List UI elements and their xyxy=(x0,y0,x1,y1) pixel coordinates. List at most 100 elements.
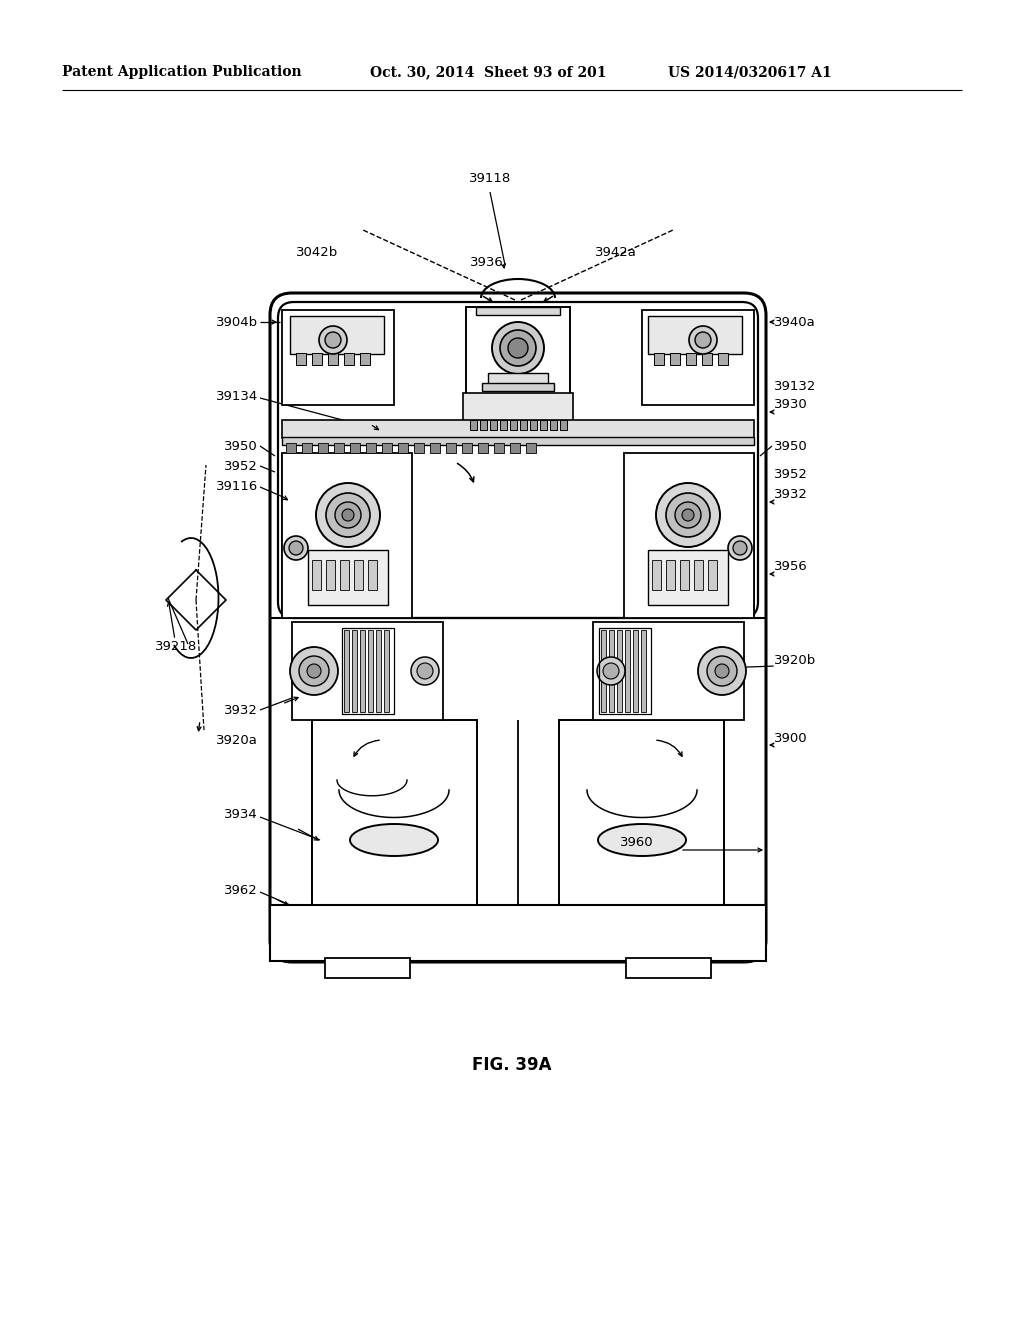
Circle shape xyxy=(307,664,321,678)
Bar xyxy=(302,444,312,453)
Circle shape xyxy=(689,326,717,354)
Text: 3942a: 3942a xyxy=(595,247,637,260)
Circle shape xyxy=(597,657,625,685)
Circle shape xyxy=(335,502,361,528)
Bar xyxy=(350,444,360,453)
Circle shape xyxy=(326,492,370,537)
Bar xyxy=(376,630,381,711)
Bar xyxy=(296,352,306,366)
Circle shape xyxy=(492,322,544,374)
Bar xyxy=(473,430,563,444)
Bar xyxy=(430,444,440,453)
Bar xyxy=(625,630,630,711)
Text: 39118: 39118 xyxy=(469,172,511,185)
Bar xyxy=(476,308,560,315)
Circle shape xyxy=(698,647,746,696)
FancyBboxPatch shape xyxy=(270,293,766,962)
Bar xyxy=(352,630,357,711)
Text: 3932: 3932 xyxy=(774,488,808,502)
Bar xyxy=(282,453,412,618)
Bar xyxy=(686,352,696,366)
Text: 3042b: 3042b xyxy=(296,247,338,260)
Bar xyxy=(601,630,606,711)
Circle shape xyxy=(715,664,729,678)
Bar xyxy=(530,420,537,430)
Bar xyxy=(463,393,573,421)
Circle shape xyxy=(417,663,433,678)
Text: 3960: 3960 xyxy=(620,837,653,850)
Bar xyxy=(510,420,517,430)
Bar xyxy=(328,352,338,366)
Ellipse shape xyxy=(350,824,438,855)
Circle shape xyxy=(411,657,439,685)
Bar xyxy=(652,560,662,590)
Circle shape xyxy=(675,502,701,528)
Text: 3950: 3950 xyxy=(224,440,258,453)
Bar xyxy=(382,444,392,453)
Circle shape xyxy=(707,656,737,686)
Bar xyxy=(342,628,394,714)
Bar xyxy=(462,444,472,453)
Text: 3932: 3932 xyxy=(224,704,258,717)
Text: 3900: 3900 xyxy=(774,731,808,744)
Text: 3952: 3952 xyxy=(224,459,258,473)
Circle shape xyxy=(656,483,720,546)
Text: 39116: 39116 xyxy=(216,480,258,494)
Bar xyxy=(312,352,322,366)
Circle shape xyxy=(342,510,354,521)
Bar xyxy=(270,906,766,961)
Bar xyxy=(368,630,373,711)
Bar xyxy=(282,420,754,438)
Circle shape xyxy=(289,541,303,554)
Circle shape xyxy=(316,483,380,546)
Circle shape xyxy=(508,338,528,358)
Bar xyxy=(624,453,754,618)
Bar xyxy=(642,310,754,405)
Bar xyxy=(292,622,443,719)
Bar xyxy=(360,630,365,711)
Bar xyxy=(482,383,554,391)
Text: 39132: 39132 xyxy=(774,380,816,392)
Bar xyxy=(312,719,477,958)
Bar xyxy=(384,630,389,711)
Bar xyxy=(734,455,754,615)
Bar xyxy=(478,444,488,453)
Bar xyxy=(282,310,394,405)
Bar xyxy=(641,630,646,711)
Bar xyxy=(666,560,675,590)
Bar xyxy=(326,560,335,590)
Bar xyxy=(520,420,527,430)
Text: 3940a: 3940a xyxy=(774,315,816,329)
Circle shape xyxy=(682,510,694,521)
Text: 3936: 3936 xyxy=(470,256,504,268)
Text: 3920a: 3920a xyxy=(216,734,258,747)
Bar xyxy=(282,437,754,445)
Bar xyxy=(654,352,664,366)
Text: 3952: 3952 xyxy=(774,469,808,482)
Bar xyxy=(470,420,477,430)
Bar xyxy=(560,420,567,430)
Bar xyxy=(446,444,456,453)
Circle shape xyxy=(319,326,347,354)
Bar xyxy=(360,352,370,366)
Bar xyxy=(593,622,744,719)
Text: 3956: 3956 xyxy=(774,561,808,573)
Bar xyxy=(340,560,349,590)
Ellipse shape xyxy=(598,824,686,855)
Bar xyxy=(526,444,536,453)
Bar xyxy=(368,560,377,590)
Bar xyxy=(609,630,614,711)
Bar xyxy=(680,560,689,590)
Text: 3950: 3950 xyxy=(774,440,808,453)
Text: 3904b: 3904b xyxy=(216,315,258,329)
Bar xyxy=(354,560,362,590)
Bar xyxy=(550,420,557,430)
Text: Oct. 30, 2014  Sheet 93 of 201: Oct. 30, 2014 Sheet 93 of 201 xyxy=(370,65,606,79)
Circle shape xyxy=(500,330,536,366)
Circle shape xyxy=(290,647,338,696)
Bar xyxy=(540,420,547,430)
Bar xyxy=(702,352,712,366)
Circle shape xyxy=(299,656,329,686)
Bar xyxy=(559,719,724,958)
Bar xyxy=(398,444,408,453)
